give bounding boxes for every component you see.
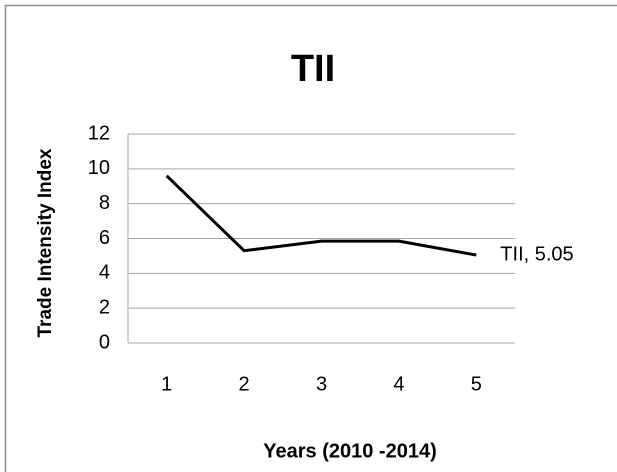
x-tick-label: 2 [239, 373, 250, 395]
y-tick-label: 0 [99, 331, 110, 353]
line [165, 174, 477, 257]
chart-title: TII [291, 48, 335, 90]
x-tick-label: 5 [471, 373, 482, 395]
x-axis-label: Years (2010 -2014) [263, 440, 436, 462]
x-tick-label: 4 [393, 373, 404, 395]
y-tick-label: 8 [99, 192, 110, 214]
y-tick-label: 12 [88, 122, 110, 144]
x-tick-label: 3 [316, 373, 327, 395]
data-label: TII, 5.05 [500, 243, 573, 265]
y-tick-label: 10 [88, 157, 110, 179]
y-tick-label: 6 [99, 227, 110, 249]
y-axis-label: Trade Intensity Index [35, 148, 56, 337]
y-tick-label: 2 [99, 296, 110, 318]
x-tick-label: 1 [161, 373, 172, 395]
y-tick-label: 4 [99, 262, 110, 284]
